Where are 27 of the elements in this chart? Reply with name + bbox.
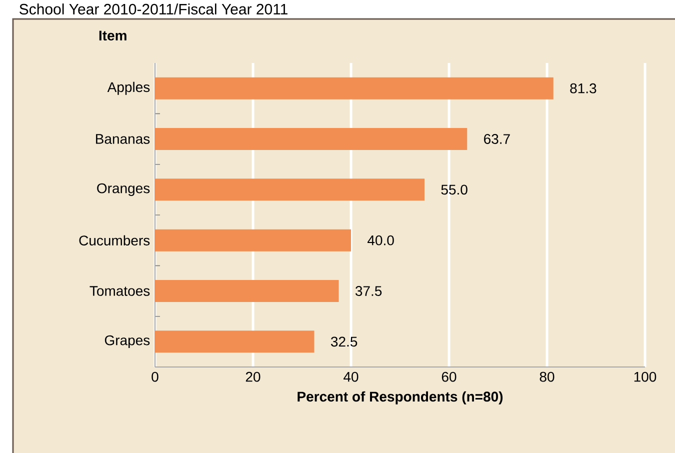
- x-tick-label: 80: [540, 372, 554, 382]
- x-tick-label: 100: [634, 372, 656, 382]
- bar: [155, 178, 425, 201]
- x-tick-label: 40: [344, 372, 358, 382]
- x-tick-label: 20: [246, 372, 260, 382]
- y-axis-title: Item: [99, 30, 126, 41]
- y-tick-label: Tomatoes: [90, 286, 150, 296]
- bar: [155, 330, 314, 353]
- x-axis-title: Percent of Respondents (n=80): [298, 391, 503, 404]
- data-label: 55.0: [441, 184, 468, 195]
- x-tick-label: 0: [152, 372, 158, 382]
- data-label: 37.5: [355, 286, 382, 296]
- data-label: 81.3: [570, 83, 596, 94]
- y-tick-label: Oranges: [97, 183, 150, 196]
- x-tick-label: 60: [442, 372, 456, 382]
- y-tick-label: Apples: [107, 82, 150, 95]
- data-label: 40.0: [368, 235, 394, 246]
- chart-title: School Year 2010-2011/Fiscal Year 2011: [20, 3, 288, 14]
- y-tick-label: Bananas: [96, 134, 150, 144]
- data-label: 32.5: [330, 336, 358, 347]
- bar: [155, 77, 554, 100]
- y-tick-label: Grapes: [104, 335, 150, 348]
- bar: [155, 280, 339, 302]
- bar: [155, 229, 352, 252]
- bar: [155, 128, 468, 150]
- y-tick-label: Cucumbers: [79, 235, 150, 246]
- data-label: 63.7: [484, 134, 510, 144]
